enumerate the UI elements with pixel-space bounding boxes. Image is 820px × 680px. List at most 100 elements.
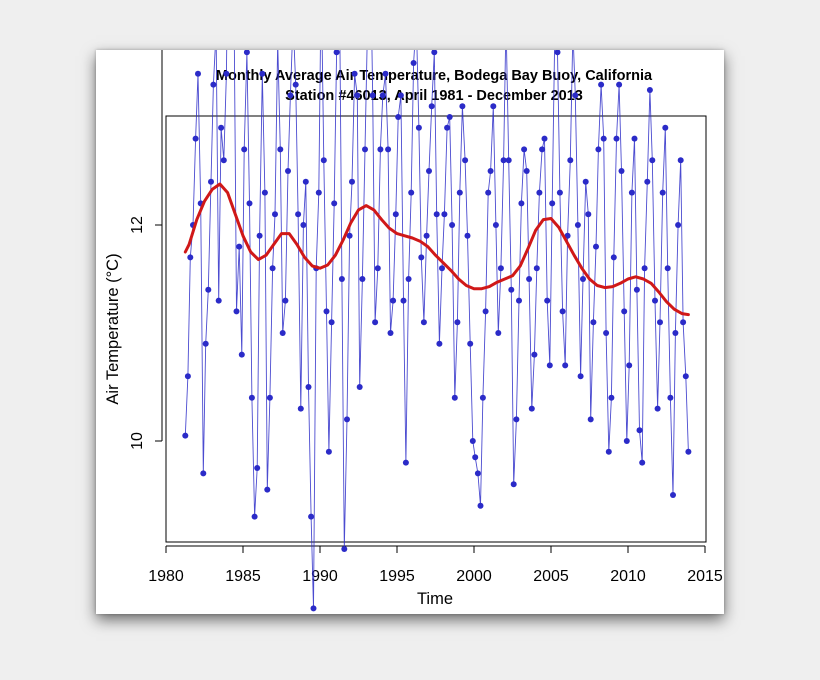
- data-point: [444, 124, 451, 131]
- data-point: [277, 146, 284, 153]
- data-point: [259, 70, 266, 77]
- data-point: [272, 211, 278, 218]
- data-point: [528, 405, 535, 412]
- data-point: [472, 454, 479, 461]
- data-point: [546, 362, 553, 369]
- data-point: [598, 81, 605, 88]
- data-point: [184, 373, 191, 380]
- data-point: [182, 432, 189, 439]
- data-point: [400, 297, 407, 304]
- data-point: [187, 254, 194, 261]
- data-point: [223, 70, 230, 77]
- data-point: [392, 211, 399, 218]
- data-point: [677, 157, 684, 164]
- data-point: [585, 211, 592, 218]
- data-point: [210, 81, 217, 88]
- data-point: [264, 486, 271, 493]
- data-point: [402, 459, 409, 466]
- data-point: [282, 297, 289, 304]
- data-point: [685, 448, 692, 455]
- data-point: [672, 330, 679, 336]
- data-point: [341, 546, 348, 552]
- data-point: [449, 222, 456, 228]
- data-point: [652, 297, 658, 304]
- data-point: [516, 297, 522, 304]
- data-point: [531, 351, 538, 358]
- y-tick-label: 12: [129, 216, 146, 234]
- data-point: [536, 189, 543, 196]
- data-point: [613, 135, 620, 142]
- data-point: [300, 222, 307, 228]
- data-point: [395, 114, 402, 120]
- data-point: [533, 265, 540, 272]
- data-point: [664, 265, 671, 272]
- data-point: [433, 211, 440, 218]
- data-point: [544, 297, 551, 304]
- data-point: [523, 168, 530, 174]
- x-axis-label: Time: [417, 590, 453, 608]
- temperature-points: [182, 50, 692, 612]
- data-point: [238, 351, 245, 358]
- data-point: [662, 124, 669, 131]
- data-point: [639, 459, 646, 466]
- data-point: [382, 70, 389, 77]
- data-point: [459, 103, 466, 110]
- data-point: [526, 276, 533, 282]
- data-point: [670, 492, 676, 498]
- data-point: [315, 189, 322, 196]
- data-point: [325, 448, 332, 455]
- plot-frame: [165, 115, 707, 543]
- data-point: [680, 319, 687, 326]
- data-point: [420, 319, 427, 326]
- data-point: [297, 405, 304, 412]
- data-point: [644, 178, 651, 185]
- data-point: [241, 146, 248, 153]
- data-point: [595, 146, 602, 153]
- data-point: [451, 394, 458, 401]
- data-point: [390, 297, 397, 304]
- data-point: [590, 319, 597, 326]
- data-point: [490, 103, 497, 110]
- data-point: [269, 265, 276, 272]
- data-point: [600, 135, 607, 142]
- data-point: [500, 157, 507, 164]
- data-point: [218, 124, 225, 131]
- data-point: [539, 146, 546, 153]
- data-point: [497, 265, 504, 272]
- data-point: [446, 114, 453, 120]
- data-point: [423, 232, 430, 239]
- data-point: [351, 70, 358, 77]
- data-point: [192, 135, 199, 142]
- y-axis-label: Air Temperature (°C): [104, 253, 122, 404]
- data-point: [513, 416, 520, 423]
- data-point: [518, 200, 525, 207]
- data-point: [508, 286, 515, 293]
- data-point: [618, 168, 625, 174]
- data-point: [577, 373, 584, 380]
- data-point: [505, 157, 512, 164]
- data-point: [236, 243, 243, 250]
- data-point: [233, 308, 240, 315]
- data-point: [631, 135, 638, 142]
- data-point: [610, 254, 617, 261]
- data-point: [469, 438, 476, 444]
- data-point: [623, 438, 630, 444]
- chart-card: Monthly Average Air Temperature, Bodega …: [96, 50, 724, 614]
- x-tick-label: 2000: [456, 568, 492, 585]
- data-point: [256, 232, 263, 239]
- data-point: [287, 92, 294, 99]
- data-point: [295, 211, 302, 218]
- data-point: [564, 232, 571, 239]
- data-point: [431, 50, 438, 56]
- data-point: [338, 276, 345, 282]
- data-point: [510, 481, 517, 488]
- x-tick-label: 1995: [379, 568, 415, 585]
- data-point: [521, 146, 528, 153]
- data-point: [251, 513, 258, 520]
- data-point: [549, 200, 556, 207]
- data-point: [485, 189, 492, 196]
- data-point: [474, 470, 481, 477]
- data-point: [636, 427, 643, 434]
- data-point: [208, 178, 214, 185]
- data-point: [456, 189, 463, 196]
